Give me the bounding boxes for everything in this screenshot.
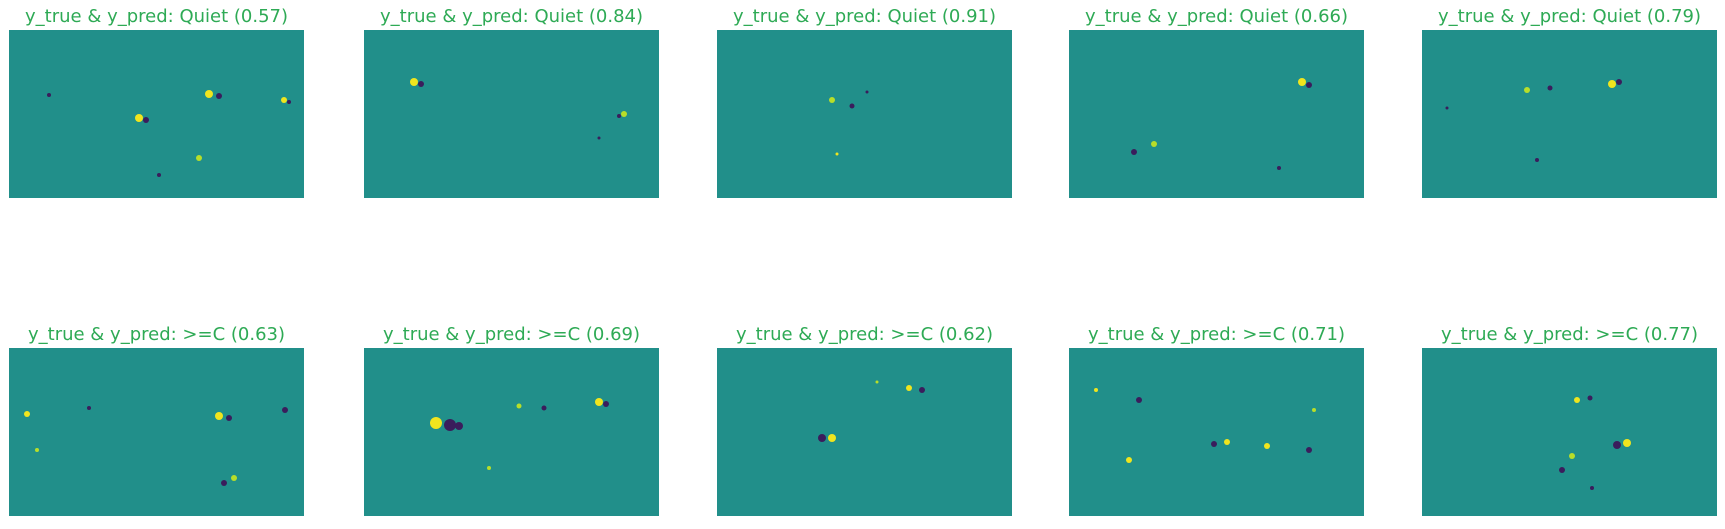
panel-title: y_true & y_pred: Quiet (0.66) xyxy=(1085,6,1348,27)
panel-title: y_true & y_pred: >=C (0.69) xyxy=(382,324,641,345)
magnetogram-image xyxy=(717,348,1012,516)
panel-title: y_true & y_pred: >=C (0.71) xyxy=(1087,324,1346,345)
panel-title: y_true & y_pred: Quiet (0.84) xyxy=(380,6,643,27)
magnetogram-image xyxy=(364,30,659,198)
magnetogram-image xyxy=(1422,348,1717,516)
magnetogram-image xyxy=(717,30,1012,198)
magnetogram-image xyxy=(1069,30,1364,198)
magnetogram-image xyxy=(9,348,304,516)
panel-title: y_true & y_pred: Quiet (0.57) xyxy=(25,6,288,27)
magnetogram-image xyxy=(364,348,659,516)
panel-title: y_true & y_pred: >=C (0.62) xyxy=(735,324,994,345)
magnetogram-image xyxy=(1069,348,1364,516)
panel-title: y_true & y_pred: Quiet (0.91) xyxy=(733,6,996,27)
magnetogram-image xyxy=(1422,30,1717,198)
panel-title: y_true & y_pred: >=C (0.63) xyxy=(27,324,286,345)
panel-title: y_true & y_pred: >=C (0.77) xyxy=(1440,324,1699,345)
magnetogram-image xyxy=(9,30,304,198)
panel-title: y_true & y_pred: Quiet (0.79) xyxy=(1438,6,1701,27)
